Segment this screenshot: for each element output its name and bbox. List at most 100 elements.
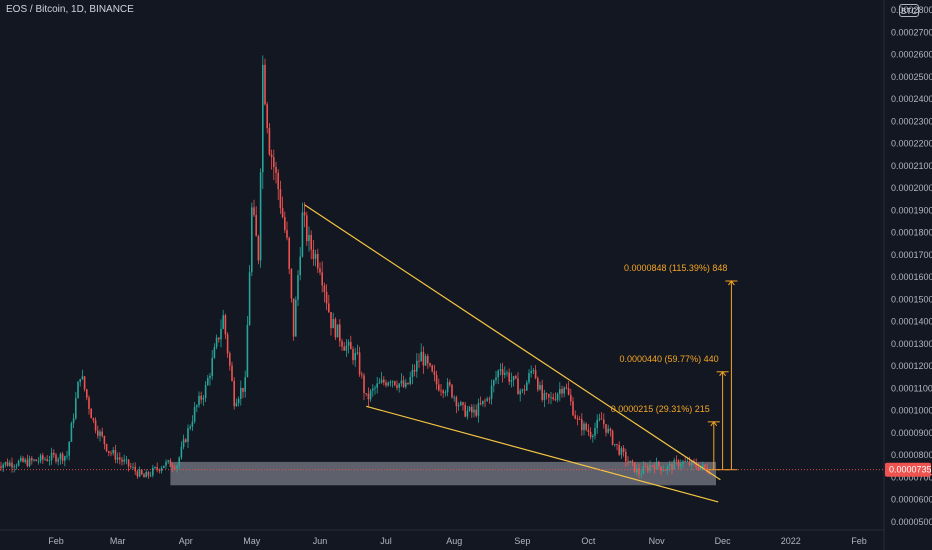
candle-body — [680, 464, 682, 467]
candle-body — [468, 406, 471, 411]
candle-body — [77, 382, 79, 399]
candle-body — [453, 397, 455, 399]
candle-body — [165, 461, 167, 466]
candle-body — [649, 465, 651, 471]
candle-body — [620, 448, 623, 455]
candle-body — [332, 319, 334, 329]
candle-body — [664, 470, 667, 472]
time-tick-label: 2022 — [781, 536, 801, 546]
candle-body — [422, 351, 425, 366]
candle-body — [97, 430, 99, 436]
candle-body — [103, 436, 106, 445]
candle-body — [486, 398, 488, 401]
candle-body — [268, 128, 271, 155]
candle-body — [651, 465, 653, 466]
candle-body — [290, 268, 293, 299]
candle-body — [686, 460, 689, 462]
candle-body — [237, 398, 240, 404]
candle-body — [365, 393, 367, 394]
price-tick-label: 0.0002700 — [891, 27, 932, 37]
candle-body — [420, 351, 422, 362]
candle-body — [462, 402, 464, 405]
candle-body — [640, 473, 642, 475]
candle-body — [336, 324, 339, 338]
candle-body — [578, 419, 581, 420]
price-tick-label: 0.0001800 — [891, 228, 932, 238]
candle-body — [35, 459, 37, 462]
candle-body — [66, 455, 68, 457]
candle-body — [515, 376, 517, 379]
candle-body — [567, 388, 570, 395]
candle-body — [699, 467, 702, 470]
candle-body — [519, 390, 521, 395]
candle-body — [178, 457, 180, 466]
candle-body — [677, 460, 680, 467]
target-arrow-head — [728, 280, 735, 286]
candle-body — [9, 462, 11, 466]
target-label-2: 0.0000440 (59.77%) 440 — [620, 354, 719, 364]
candle-body — [695, 462, 697, 468]
candle-body — [314, 253, 317, 259]
currency-badge[interactable]: BTC — [899, 4, 919, 17]
candle-body — [622, 448, 625, 452]
candle-body — [367, 393, 370, 400]
candle-body — [528, 373, 530, 383]
price-tick-label: 0.0002100 — [891, 161, 932, 171]
candle-body — [512, 376, 515, 381]
candle-body — [202, 398, 205, 400]
candle-body — [684, 461, 686, 463]
candle-body — [356, 352, 359, 354]
wedge-lower-trendline[interactable] — [366, 405, 719, 503]
price-tick-label: 0.0001600 — [891, 272, 932, 282]
candle-body — [185, 439, 187, 442]
candle-body — [673, 460, 675, 470]
wedge-upper-trendline[interactable] — [304, 204, 721, 481]
candle-body — [530, 370, 532, 374]
candle-body — [299, 256, 301, 276]
candle-body — [301, 212, 304, 257]
candle-body — [387, 382, 389, 386]
candle-body — [286, 230, 288, 238]
candle-body — [638, 468, 640, 475]
candle-body — [548, 394, 550, 398]
candle-body — [345, 345, 348, 351]
candle-body — [451, 384, 453, 398]
time-tick-label: Jul — [380, 536, 392, 546]
candle-body — [521, 389, 524, 391]
candle-body — [633, 462, 636, 473]
candle-body — [636, 468, 638, 473]
candle-body — [605, 424, 607, 433]
candle-body — [642, 466, 645, 474]
candle-body — [616, 444, 618, 446]
candle-body — [26, 459, 29, 467]
candle-body — [343, 346, 345, 351]
target-arrow-head — [719, 370, 726, 377]
candle-body — [138, 469, 141, 477]
candle-body — [576, 418, 579, 420]
candle-body — [523, 389, 526, 391]
price-tick-label: 0.0001400 — [891, 317, 932, 327]
candle-body — [495, 377, 497, 381]
candle-body — [15, 465, 18, 467]
candle-body — [372, 388, 374, 391]
candle-body — [647, 466, 649, 471]
candle-body — [440, 390, 442, 392]
candle-body — [369, 390, 372, 400]
candle-body — [130, 466, 132, 468]
candle-body — [378, 382, 381, 384]
candle-body — [273, 157, 275, 168]
time-tick-label: May — [243, 536, 261, 546]
price-axis[interactable]: 0.0002800 0.0002700 0.0002600 0.0002500 0.00… — [891, 5, 932, 527]
time-axis[interactable]: Feb Mar Apr May Jun Jul Aug Sep Oct Nov Dec 2022 Feb — [48, 536, 867, 546]
price-tick-label: 0.0002500 — [891, 72, 932, 82]
candle-body — [479, 403, 482, 405]
candle-body — [350, 342, 352, 350]
candle-body — [68, 441, 70, 456]
candle-body — [143, 474, 145, 478]
price-tick-label: 0.0001500 — [891, 294, 932, 304]
candle-body — [33, 459, 35, 461]
last-price-label: 0.0000735 — [889, 465, 932, 475]
targets-layer: 0.0000215 (29.31%) 215 0.0000440 (59.77%)… — [611, 263, 738, 471]
candle-body — [607, 428, 609, 433]
